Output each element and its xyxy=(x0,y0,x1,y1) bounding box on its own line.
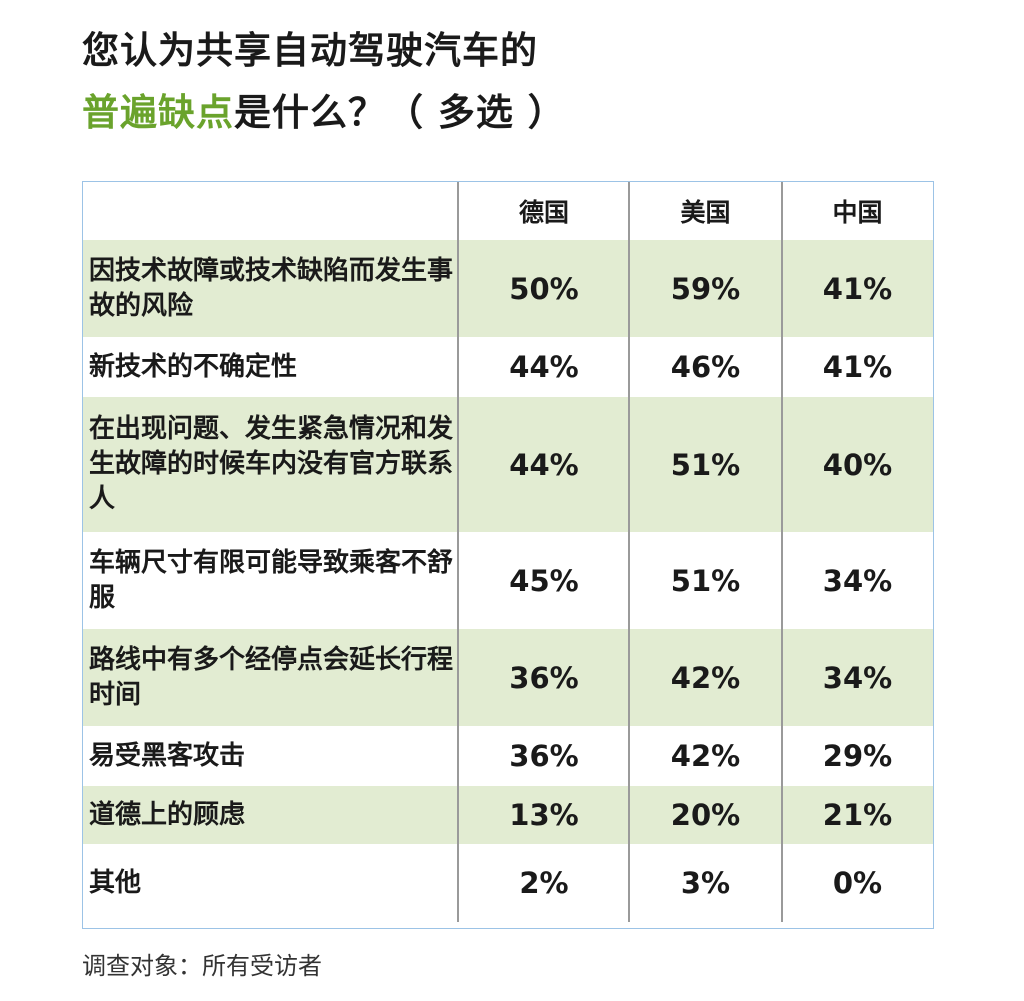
row-label: 路线中有多个经停点会延长行程时间 xyxy=(89,644,454,710)
data-label: 44% xyxy=(509,447,579,482)
data-label: 42% xyxy=(670,739,741,773)
row-label: 车辆尺寸有限可能导致乘客不舒服 xyxy=(89,547,454,613)
row-label: 易受黑客攻击 xyxy=(89,740,246,771)
data-label: 21% xyxy=(822,798,893,832)
row-label: 新技术的不确定性 xyxy=(89,351,298,382)
table-row: 其他 2% 3% 0% xyxy=(83,844,933,922)
column-divider xyxy=(457,182,459,922)
data-label: 13% xyxy=(509,798,579,832)
table-row: 道德上的顾虑 13% 20% 21% xyxy=(83,786,933,844)
column-divider xyxy=(781,182,783,922)
chart-title: 您认为共享自动驾驶汽车的 普遍缺点是什么？（ 多选 ） xyxy=(82,20,566,144)
title-rest: 是什么？（ 多选 ） xyxy=(234,91,566,134)
data-label: 41% xyxy=(822,271,893,306)
column-header-germany: 德国 xyxy=(518,198,569,227)
row-label: 其他 xyxy=(89,867,142,898)
table-row: 新技术的不确定性 44% 46% 41% xyxy=(83,337,933,397)
table-row: 路线中有多个经停点会延长行程时间 36% 42% 34% xyxy=(83,629,933,726)
survey-table: 德国 美国 中国 因技术故障或技术缺陷而发生事故的风险 50% 59% 41% 新技术的… xyxy=(82,181,934,929)
data-label: 0% xyxy=(832,866,883,900)
row-label: 因技术故障或技术缺陷而发生事故的风险 xyxy=(89,255,454,321)
title-highlight: 普遍缺点 xyxy=(82,91,234,134)
data-label: 2% xyxy=(519,866,569,900)
column-header-china: 中国 xyxy=(832,198,883,227)
title-line-2: 普遍缺点是什么？（ 多选 ） xyxy=(82,82,566,144)
data-label: 51% xyxy=(670,447,741,482)
table-row: 车辆尺寸有限可能导致乘客不舒服 45% 51% 34% xyxy=(83,532,933,629)
data-label: 46% xyxy=(670,350,741,384)
data-label: 29% xyxy=(822,739,893,773)
table-row: 因技术故障或技术缺陷而发生事故的风险 50% 59% 41% xyxy=(83,240,933,337)
data-label: 59% xyxy=(670,271,741,306)
data-label: 3% xyxy=(680,866,731,900)
title-line-1: 您认为共享自动驾驶汽车的 xyxy=(82,29,538,72)
data-label: 44% xyxy=(509,350,579,384)
data-label: 34% xyxy=(822,563,893,598)
data-label: 50% xyxy=(509,271,579,306)
row-label: 道德上的顾虑 xyxy=(89,799,246,830)
data-label: 20% xyxy=(670,798,741,832)
data-label: 40% xyxy=(822,447,893,482)
column-header-usa: 美国 xyxy=(680,198,731,227)
data-label: 42% xyxy=(670,660,741,695)
data-label: 36% xyxy=(509,739,579,773)
data-label: 34% xyxy=(822,660,893,695)
data-label: 36% xyxy=(509,660,579,695)
data-label: 41% xyxy=(822,350,893,384)
table-row: 在出现问题、发生紧急情况和发生故障的时候车内没有官方联系人 44% 51% 40% xyxy=(83,397,933,532)
data-label: 45% xyxy=(509,563,579,598)
table-header-row: 德国 美国 中国 xyxy=(83,182,933,240)
column-divider xyxy=(628,182,630,922)
footnote: 调查对象：所有受访者 xyxy=(82,952,322,980)
table-row: 易受黑客攻击 36% 42% 29% xyxy=(83,726,933,786)
row-label: 在出现问题、发生紧急情况和发生故障的时候车内没有官方联系人 xyxy=(89,414,454,514)
data-label: 51% xyxy=(670,563,741,598)
